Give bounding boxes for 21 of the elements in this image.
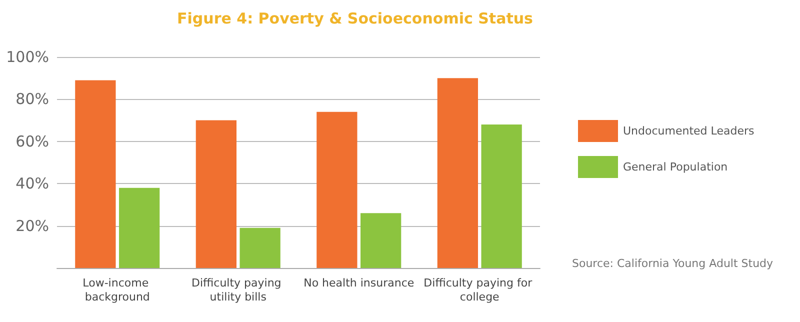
legend-label: General Population [623, 160, 728, 174]
legend-label: Undocumented Leaders [623, 124, 754, 138]
bar [196, 120, 236, 268]
bar [240, 228, 280, 268]
bar [119, 188, 160, 268]
y-tick-label: 80% [16, 90, 49, 108]
bar [437, 78, 478, 268]
bar [481, 124, 522, 268]
x-tick-label: Difficulty paying for college [424, 276, 536, 304]
bar [316, 112, 358, 268]
bar [360, 213, 402, 268]
chart-title: Figure 4: Poverty & Socioeconomic Status [177, 10, 534, 28]
bar [75, 80, 116, 268]
x-tick-label: Difficulty paying utility bills [191, 276, 285, 304]
x-tick-label: Low-income background [82, 276, 152, 304]
y-tick-label: 20% [16, 216, 49, 235]
y-tick-label: 100% [6, 48, 49, 66]
source-note: Source: California Young Adult Study [572, 257, 774, 270]
x-tick-label: No health insurance [304, 276, 414, 290]
y-tick-label: 40% [16, 174, 49, 193]
y-tick-label: 60% [16, 132, 49, 150]
